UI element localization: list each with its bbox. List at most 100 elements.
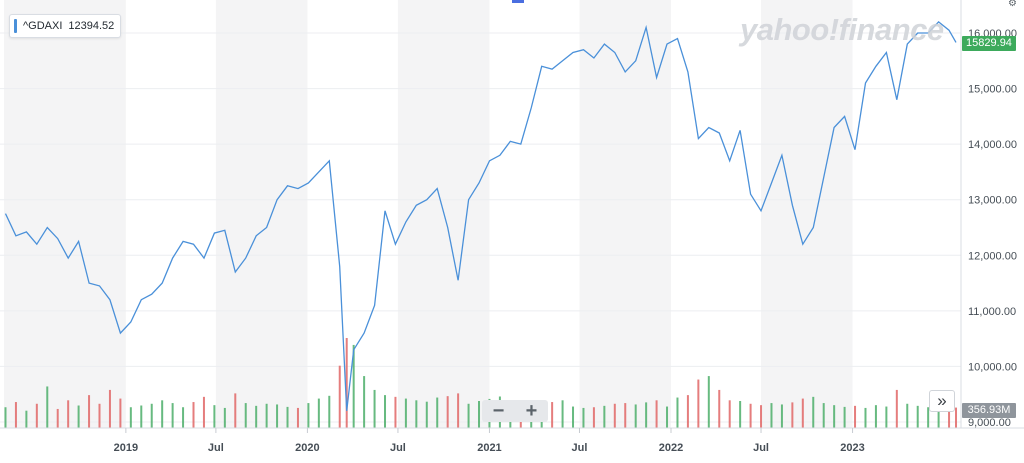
volume-bar [192,402,195,428]
x-tick-label: 2023 [840,442,864,454]
zoom-controls: − + [482,400,548,422]
volume-bar [425,401,428,428]
last-volume-badge: 356.93M [962,403,1016,418]
volume-bar [25,410,28,428]
shaded-period-band [4,0,126,428]
price-line-series [4,21,957,411]
volume-bar [77,405,80,428]
zoom-in-button[interactable]: + [521,401,543,421]
volume-bar [833,405,836,428]
volume-bar [415,400,418,428]
volume-bar [234,393,237,428]
volume-bar [854,405,857,428]
volume-bar [955,407,958,428]
volume-bar [948,407,951,428]
volume-bar [822,403,825,428]
volume-bar [394,396,397,428]
volume-bar [760,405,763,428]
volume-bar [843,406,846,428]
volume-bar [4,407,7,428]
volume-bar [666,406,669,428]
volume-bar [328,395,331,428]
volume-bar [88,395,91,428]
volume-bar [436,397,439,428]
series-color-swatch [14,19,17,33]
volume-bar [937,406,940,428]
volume-bar [603,405,606,428]
volume-bar [592,407,595,428]
y-tick-label: 11,000.00 [968,306,1016,318]
volume-bar [384,395,387,428]
volume-bar [352,344,355,428]
volume-bar [707,376,710,428]
volume-bar [317,398,320,428]
x-tick-label: 2020 [295,442,319,454]
volume-bar [749,403,752,428]
volume-bar [613,403,616,428]
x-tick-label: Jul [753,442,769,454]
double-chevron-right-icon[interactable]: » [929,390,955,412]
volume-bar [307,403,310,428]
x-tick-label: 2019 [114,442,138,454]
volume-bar [572,406,575,428]
legend-symbol: ^GDAXI [23,20,63,32]
volume-bar [791,402,794,428]
volume-bar [457,393,460,428]
series-legend[interactable]: ^GDAXI 12394.52 [9,14,122,38]
volume-bar [373,389,376,428]
y-tick-label: 13,000.00 [968,195,1017,207]
volume-bar [864,407,867,428]
volume-bar [676,397,679,428]
y-tick-label: 10,000.00 [968,361,1017,373]
volume-bar [927,407,930,428]
volume-bar [276,404,279,428]
x-tick-label: 2021 [477,442,501,454]
range-marker [512,0,524,3]
x-tick-label: 2022 [659,442,683,454]
volume-bar [697,379,700,428]
x-tick-label: Jul [208,442,224,454]
volume-bar [338,365,341,428]
volume-bar [561,400,564,428]
volume-bar [739,401,742,428]
volume-bar [624,403,627,428]
volume-bar [363,376,366,428]
volume-bar [345,338,348,428]
y-tick-label: 14,000.00 [968,139,1017,151]
yahoo-finance-logo: yahoo!finance [740,12,944,47]
zoom-out-button[interactable]: − [488,401,510,421]
volume-bar [46,386,49,428]
shaded-period-band [579,0,672,428]
volume-bar [404,398,407,428]
volume-bar [916,405,919,428]
legend-value: 12394.52 [68,20,115,32]
half-year-bands [4,0,853,428]
volume-bar [286,406,289,428]
volume-bar [265,403,268,428]
volume-bar [296,407,299,428]
volume-bar [56,408,59,428]
volume-bar [801,398,804,428]
volume-bar [150,403,153,428]
volume-bar [202,396,205,428]
settings-icon[interactable]: ⚙ [1008,0,1017,9]
volume-bars [4,338,958,428]
x-tick-label: Jul [572,442,588,454]
shaded-period-band [761,0,853,428]
volume-bar [129,407,132,428]
volume-bar [108,389,111,428]
last-price-badge: 15829.94 [962,36,1016,51]
volume-bar [812,396,815,428]
volume-bar [171,403,174,428]
volume-bar [686,395,689,428]
volume-bar [551,402,554,428]
y-tick-label: 15,000.00 [968,84,1017,96]
horizontal-gridlines [0,32,961,423]
shaded-period-band [215,0,308,428]
volume-bar [213,405,216,428]
y-tick-label: 12,000.00 [968,250,1017,262]
volume-bar [182,407,185,428]
y-axis-tick-labels: 16,000.0015,000.0014,000.0013,000.0012,0… [968,28,1017,429]
volume-bar [885,406,888,428]
